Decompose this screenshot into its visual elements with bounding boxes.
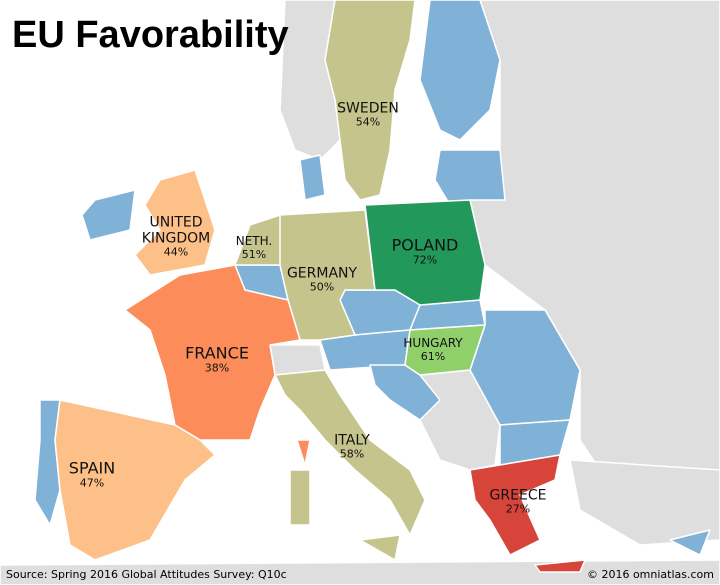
- country-name: SWEDEN: [337, 100, 399, 117]
- portugal: [34, 399, 61, 526]
- spain: [54, 399, 216, 561]
- ireland: [81, 189, 136, 241]
- country-value: 47%: [79, 476, 105, 490]
- sardinia: [289, 469, 311, 526]
- crete: [534, 559, 586, 573]
- country-label: FRANCE 38%: [185, 344, 249, 375]
- credit: © 2016 omniatlas.com: [586, 568, 714, 581]
- land-turkey: [569, 459, 720, 546]
- country-label: POLAND 72%: [392, 236, 459, 267]
- greece: [469, 454, 561, 556]
- country-label: GREECE 27%: [490, 488, 547, 517]
- title: EU Favorability: [12, 14, 289, 56]
- country-value: 27%: [505, 502, 531, 516]
- country-name: FRANCE: [185, 343, 249, 363]
- country-label: SPAIN 47%: [69, 459, 115, 490]
- country-label: HUNGARY 61%: [403, 335, 463, 363]
- cyprus: [669, 529, 711, 556]
- country-value: 51%: [241, 247, 267, 261]
- country-name: NETH.: [235, 233, 273, 248]
- corsica: [296, 439, 311, 466]
- country-value: 58%: [339, 447, 365, 461]
- hungary: [404, 324, 486, 376]
- sweden: [324, 0, 416, 201]
- country-label: NETH. 51%: [235, 233, 273, 261]
- country-label: ITALY 58%: [334, 433, 370, 462]
- country-name: HUNGARY: [403, 335, 463, 350]
- country-value: 38%: [204, 361, 230, 375]
- italy: [274, 369, 426, 536]
- baltics: [434, 149, 506, 206]
- country-name: GREECE: [489, 487, 547, 504]
- country-name: SPAIN: [68, 458, 116, 478]
- denmark: [299, 154, 326, 201]
- united-kingdom: [134, 169, 216, 276]
- country-label: GERMANY 50%: [287, 266, 357, 295]
- country-name: ITALY: [334, 432, 370, 449]
- poland: [364, 199, 486, 306]
- country-value: 50%: [309, 280, 335, 294]
- country-name: UNITED KINGDOM: [141, 214, 211, 247]
- sicily: [359, 534, 401, 561]
- country-label: SWEDEN 54%: [337, 101, 399, 130]
- country-name: GERMANY: [286, 265, 358, 282]
- country-label: UNITED KINGDOM 44%: [131, 215, 221, 260]
- country-value: 61%: [420, 349, 446, 363]
- country-value: 44%: [163, 245, 189, 259]
- finland: [419, 0, 501, 141]
- country-value: 72%: [412, 253, 438, 267]
- country-name: POLAND: [391, 235, 459, 255]
- country-value: 54%: [355, 115, 381, 129]
- france: [124, 264, 301, 441]
- source: Source: Spring 2016 Global Attitudes Sur…: [6, 568, 287, 581]
